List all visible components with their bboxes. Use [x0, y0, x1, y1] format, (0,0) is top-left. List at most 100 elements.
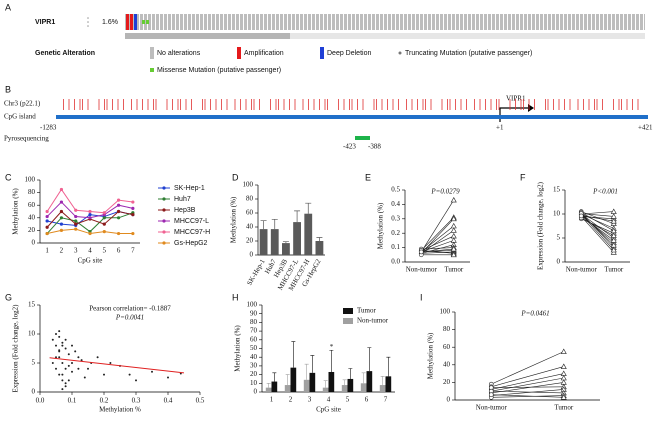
legend-label: Non-tumor — [357, 317, 389, 325]
point — [450, 227, 457, 233]
error-bar — [348, 368, 353, 379]
point — [59, 228, 64, 232]
point — [58, 335, 61, 338]
y-tick-label: 0.4 — [391, 200, 400, 208]
x-tick-label: 7 — [131, 247, 135, 255]
track-label: Pyrosequencing — [4, 135, 49, 143]
point — [74, 350, 77, 353]
y-tick-label: 10 — [250, 379, 258, 387]
panel-label: E — [365, 172, 371, 182]
menu-dot[interactable] — [87, 17, 89, 19]
y-axis-label: Methylation (%) — [12, 188, 20, 235]
track-label: Chr3 (p22.1) — [4, 100, 41, 108]
y-tick-label: 40 — [250, 353, 258, 361]
y-tick-label: 10 — [28, 330, 36, 338]
point — [61, 379, 64, 382]
point — [59, 187, 64, 192]
y-tick-label: 20 — [28, 226, 36, 234]
y-tick-label: 30 — [250, 362, 258, 370]
point — [74, 227, 78, 231]
point — [77, 367, 80, 370]
x-tick-label: 3 — [74, 247, 78, 255]
x-tick-label: 2 — [289, 396, 293, 404]
p-value: P=0.0279 — [430, 188, 460, 196]
legend-label: Hep3B — [174, 207, 196, 214]
x-tick-label: 3 — [308, 396, 312, 404]
x-tick-label: 2 — [60, 247, 64, 255]
point — [71, 370, 73, 373]
scrollbar[interactable] — [125, 33, 645, 39]
point — [58, 330, 61, 333]
panel-label: A — [5, 2, 11, 12]
bar — [385, 376, 392, 392]
x-tick-label: 1 — [45, 247, 49, 255]
pair-line — [421, 225, 454, 253]
point — [488, 392, 494, 398]
p-value: P<0.001 — [592, 188, 618, 196]
point — [88, 209, 92, 214]
x-tick-label: 4 — [327, 396, 331, 404]
menu-dot[interactable] — [87, 25, 89, 27]
error-bar — [386, 356, 391, 377]
point — [64, 385, 67, 388]
x-tick-label: 4 — [88, 247, 92, 255]
primer-label: -423 — [343, 143, 356, 151]
point — [131, 213, 135, 217]
y-tick-label: 0 — [254, 388, 258, 396]
point — [74, 219, 78, 223]
y-axis-label: Methylation (%) — [234, 325, 242, 372]
y-axis-label: Expression (Fold change, log2) — [537, 181, 545, 270]
point — [128, 373, 131, 376]
point — [578, 213, 584, 219]
x-tick-label: Non-tumor — [406, 266, 438, 274]
point — [418, 249, 424, 255]
panel-label: D — [232, 172, 239, 182]
error-bar — [260, 220, 267, 230]
legend-swatch — [150, 68, 154, 72]
y-axis-label: Methylation (%) — [230, 196, 238, 243]
alteration-cell — [126, 14, 129, 30]
y-tick-label: 10 — [553, 210, 561, 218]
pair-line — [491, 377, 564, 392]
pair-line — [581, 215, 614, 222]
pair-line — [421, 247, 454, 250]
scrollbar-thumb[interactable] — [125, 33, 290, 39]
gene-name: VIPR1 — [35, 19, 55, 26]
point — [450, 245, 457, 252]
x-tick-label: Tumor — [604, 266, 623, 274]
point — [59, 216, 64, 220]
significance-mark: * — [330, 343, 334, 351]
legend-swatch — [343, 308, 353, 314]
point — [450, 196, 457, 203]
point — [103, 373, 105, 376]
point — [560, 363, 567, 369]
x-tick-label: 7 — [384, 396, 388, 404]
point — [88, 231, 92, 236]
y-tick-label: 60 — [443, 343, 451, 351]
error-bar — [361, 372, 366, 384]
point — [61, 344, 64, 347]
point — [560, 394, 567, 400]
error-bar — [316, 237, 323, 241]
pair-line — [421, 251, 454, 254]
y-tick-label: 0.5 — [391, 186, 400, 194]
point — [45, 231, 49, 236]
pair-line — [581, 215, 614, 241]
point — [64, 382, 67, 385]
legend-label: SK-Hep-1 — [174, 185, 205, 192]
menu-dot[interactable] — [87, 21, 89, 23]
y-tick-label: 15 — [553, 186, 561, 194]
error-bar — [304, 363, 309, 380]
bar — [265, 387, 272, 392]
pair-line — [491, 390, 564, 394]
pair-line — [491, 351, 564, 385]
y-tick-label: 80 — [250, 318, 258, 326]
point — [102, 222, 106, 226]
point — [64, 367, 67, 370]
error-bar — [291, 341, 296, 368]
x-axis-label: CpG site — [316, 406, 341, 414]
legend-title: Genetic Alteration — [35, 50, 95, 57]
error-bar — [305, 202, 312, 214]
y-tick-label: 0 — [447, 396, 451, 404]
x-axis-label: Methylation % — [99, 406, 141, 414]
